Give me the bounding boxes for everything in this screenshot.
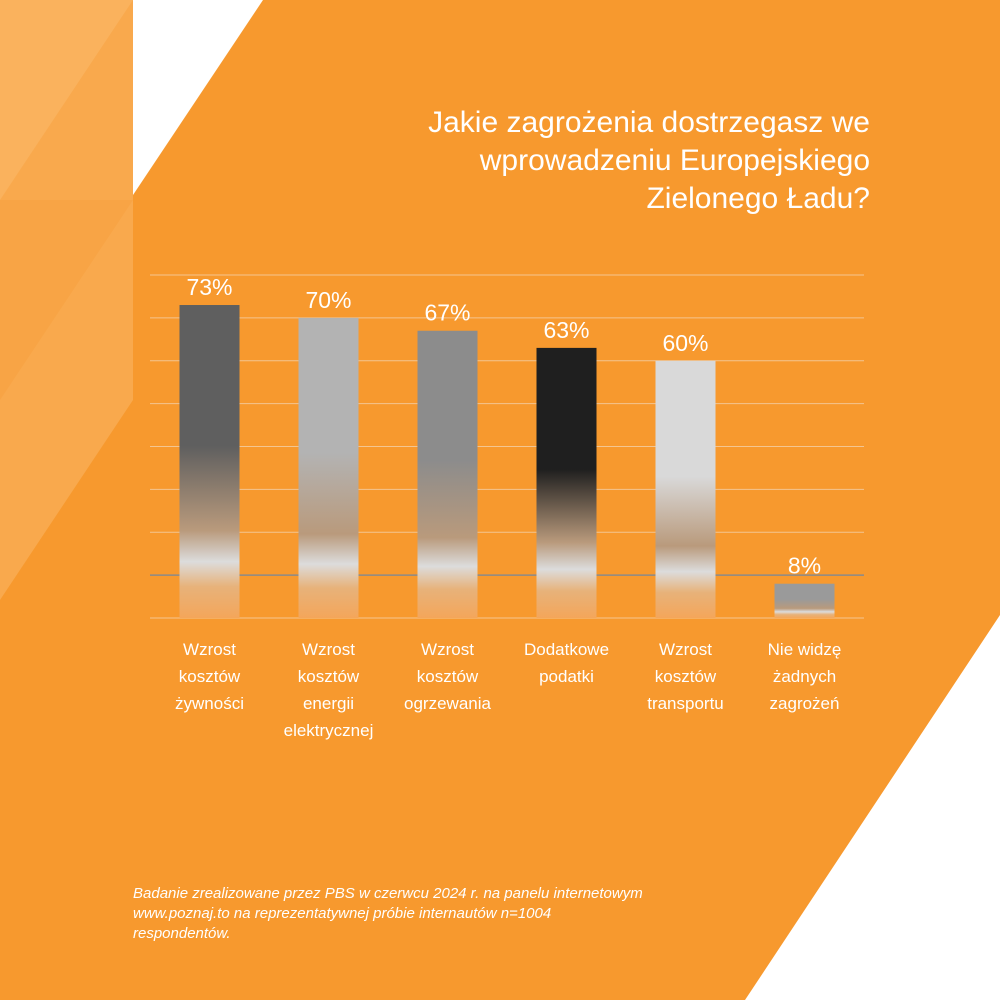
category-label-1: Wzrost kosztów żywności: [175, 640, 244, 713]
category-label-4: Dodatkowe podatki: [523, 640, 610, 686]
footnote: Badanie zrealizowane przez PBS w czerwcu…: [133, 885, 643, 942]
bg-light-triangle-mid: [0, 200, 133, 400]
bar-6: [774, 583, 835, 618]
category-label-2: Wzrost kosztów energii elektrycznej: [283, 640, 374, 740]
chart-title: Jakie zagrożenia dostrzegasz we wprowadz…: [428, 106, 870, 215]
value-label-1: 73%: [186, 274, 232, 300]
value-label-6: 8%: [788, 553, 821, 579]
bar-5: [655, 360, 716, 618]
value-labels: 73% 70% 67% 63% 60% 8%: [186, 274, 821, 579]
gridlines: [150, 274, 864, 619]
bg-white-triangle-top: [133, 0, 263, 195]
bar-2: [298, 317, 359, 618]
value-label-5: 60%: [662, 330, 708, 356]
bar-3: [417, 330, 478, 618]
bg-light-triangle-top: [0, 0, 133, 200]
category-label-3: Wzrost kosztów ogrzewania: [404, 640, 491, 713]
bg-white-triangle-bottom: [745, 615, 1000, 1000]
value-label-2: 70%: [305, 287, 351, 313]
category-label-6: Nie widzę żadnych zagrożeń: [767, 640, 842, 713]
bars: [179, 305, 835, 618]
value-label-4: 63%: [543, 317, 589, 343]
value-label-3: 67%: [424, 300, 470, 326]
bar-1: [179, 305, 240, 618]
bar-4: [536, 347, 597, 618]
category-label-5: Wzrost kosztów transportu: [647, 640, 724, 713]
